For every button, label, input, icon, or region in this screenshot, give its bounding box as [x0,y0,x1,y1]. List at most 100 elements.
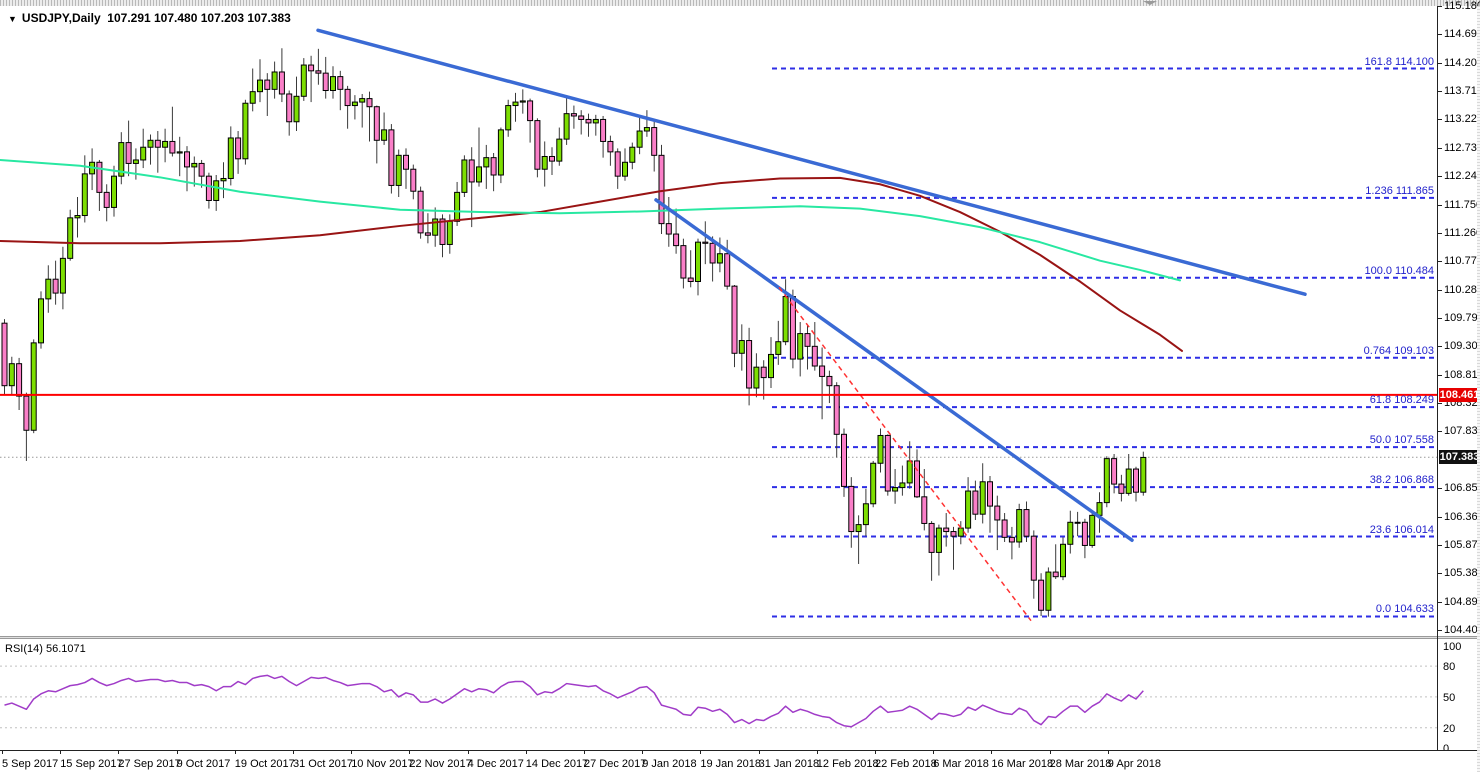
candle-body [103,191,110,208]
candle-body [782,296,789,343]
candle-body [162,140,169,148]
candle-body [1118,483,1125,494]
candle-body [1096,502,1103,516]
date-tick-mark [816,751,818,754]
price-tick-label: 114.200 [1444,56,1480,69]
candle-body [454,191,461,222]
horizontal-scrollbar[interactable] [0,0,1480,6]
price-tick-mark [1438,91,1442,93]
date-label: 28 Mar 2018 [1049,758,1112,770]
candle-body [658,154,665,225]
candle-body [505,105,512,131]
date-tick-mark [293,751,294,754]
date-label: 31 Jan 2018 [758,758,820,770]
price-tick-label: 111.750 [1444,198,1480,211]
date-tick-mark [758,751,760,754]
candle-body [1140,456,1147,493]
candle-body [366,98,373,108]
price-tick-label: 104.400 [1444,623,1480,636]
candle-body [731,285,738,354]
candle-body [979,481,986,515]
candle-body [578,115,585,120]
date-tick-mark [2,751,3,754]
candle-body [899,482,906,489]
candle-body [293,95,300,123]
candle-body [797,333,804,360]
candle-body [746,340,753,389]
price-tick-mark [1438,147,1442,149]
scrollbar-position-marker[interactable] [1143,1,1157,5]
ma-teal-line [0,158,1181,282]
date-label: 22 Nov 2017 [409,758,472,770]
price-tick-mark [1438,403,1442,405]
price-tick-mark [1438,629,1442,631]
candle-body [1067,521,1074,545]
candle-body [264,79,271,90]
candle-body [30,342,37,431]
candle-body [59,257,66,294]
candle-body [191,162,198,168]
window-edge-strip [1477,6,1480,772]
price-tick-label: 113.220 [1444,113,1480,126]
candle-body [673,233,680,247]
price-tick-label: 112.240 [1444,170,1480,183]
price-tick-label: 113.710 [1444,85,1480,98]
red-dashed-trendline[interactable] [778,286,1032,622]
fib-label-50.0: 50.0 107.558 [1369,434,1434,447]
pane-separator[interactable] [0,636,1480,639]
price-tick-mark [1438,317,1442,319]
date-label: 9 Apr 2018 [1107,758,1162,770]
candle-body [928,522,935,553]
fib-label-0.764: 0.764 109.103 [1363,344,1434,357]
candle-body [965,490,972,529]
candle-body [987,481,993,507]
date-label: 22 Feb 2018 [875,758,937,770]
candle-body [337,76,344,90]
candle-body [884,434,891,492]
candle-body [614,151,621,177]
trendline-lower[interactable] [654,198,1134,542]
trendline-upper[interactable] [316,28,1307,296]
price-tick-mark [1438,119,1442,121]
collapse-triangle-icon[interactable]: ▼ [8,14,17,24]
candle-body [446,220,453,245]
price-axis-line [1437,6,1438,750]
price-tick-mark [1438,204,1442,206]
fib-label-100.0: 100.0 110.484 [1364,264,1434,277]
candle-body [1045,571,1052,611]
candle-body [1016,509,1023,543]
date-tick-mark [875,751,876,754]
candle-body [300,64,307,97]
price-tick-mark [1438,6,1442,7]
date-tick-mark [351,751,353,754]
candle-body [643,127,650,132]
rsi-canvas[interactable] [0,639,1438,750]
candle-body [147,139,154,148]
candle-body [570,113,577,117]
candle-body [461,159,468,193]
candle-body [38,298,44,344]
candle-body [140,146,147,161]
candle-body [811,345,818,367]
candle-body [760,366,767,379]
candle-body [738,340,745,354]
candle-body [921,496,928,524]
price-tick-mark [1438,374,1442,376]
time-axis: 5 Sep 2017 15 Sep 2017 27 Sep 2017 9 Oct 20… [0,750,1480,772]
candle-body [271,71,278,90]
candle-body [1081,521,1088,546]
candle-body [541,155,548,170]
candle-body [629,146,636,163]
candle-body [841,433,847,487]
candle-body [96,161,103,193]
candle-body [855,524,862,533]
candle-body [403,154,409,170]
candle-body [870,462,877,505]
main-chart-canvas[interactable] [0,6,1438,636]
candle-body [1060,543,1066,578]
candle-body [344,88,351,107]
fib-label-0.0: 0.0 104.633 [1375,603,1434,616]
candle-body [278,71,285,95]
candle-body [519,100,526,103]
candle-body [169,140,176,154]
